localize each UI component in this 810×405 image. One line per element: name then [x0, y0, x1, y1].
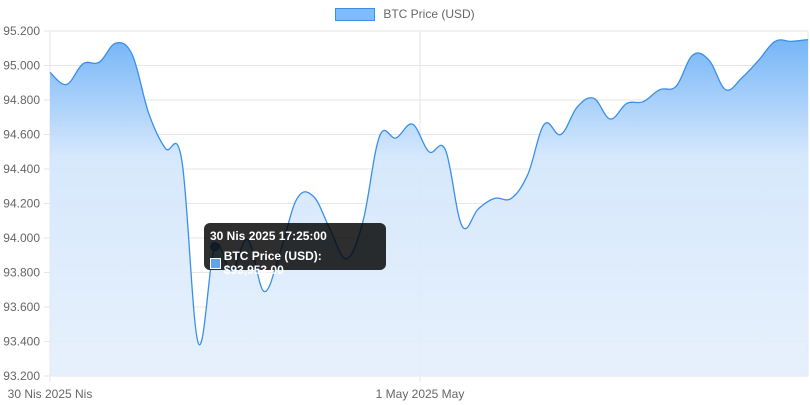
x-tick-label: 1 May 2025 May — [376, 387, 465, 401]
y-axis-ticks: 93.200 93.400 93.600 93.800 94.000 94.200 94.4… — [3, 24, 40, 383]
y-tick-label: 93.800 — [3, 266, 40, 280]
y-tick-label: 94.000 — [3, 231, 40, 245]
y-tick-label: 93.600 — [3, 300, 40, 314]
tooltip-title: 30 Nis 2025 17:25:00 — [210, 229, 327, 243]
y-tick-label: 93.400 — [3, 335, 40, 349]
chart-legend[interactable]: BTC Price (USD) — [0, 7, 810, 21]
y-tick-label: 94.600 — [3, 128, 40, 142]
y-tick-label: 95.200 — [3, 24, 40, 38]
y-tick-label: 94.800 — [3, 93, 40, 107]
y-tick-label: 93.200 — [3, 369, 40, 383]
x-axis-ticks: 30 Nis 2025 Nis 1 May 2025 May — [8, 387, 465, 401]
tooltip-label: BTC Price (USD): $93,953.00 — [223, 249, 322, 277]
series-line — [49, 38, 809, 346]
x-tick-label: 30 Nis 2025 Nis — [8, 387, 93, 401]
tooltip-swatch — [210, 257, 221, 269]
chart-tooltip: 30 Nis 2025 17:25:00 BTC Price (USD): $9… — [204, 223, 386, 277]
y-tick-label: 94.200 — [3, 197, 40, 211]
series-area — [50, 39, 808, 376]
tooltip-row: BTC Price (USD): $93,953.00 — [210, 249, 380, 277]
y-tick-label: 94.400 — [3, 162, 40, 176]
legend-label: BTC Price (USD) — [383, 7, 475, 21]
y-tick-label: 95.000 — [3, 59, 40, 73]
legend-swatch — [335, 7, 376, 21]
